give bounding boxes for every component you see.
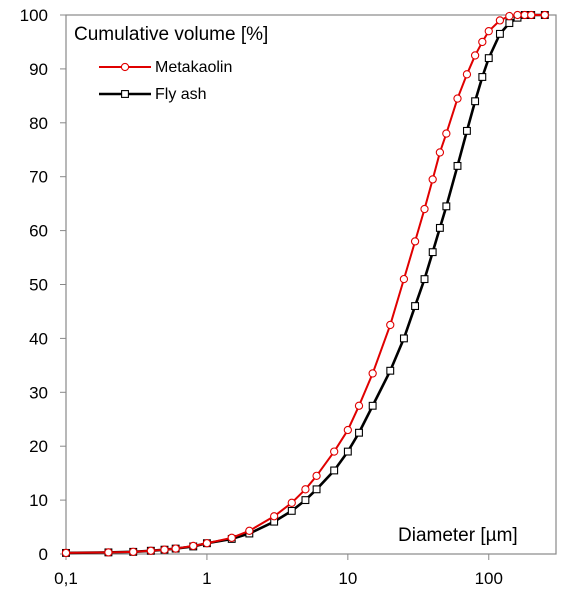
data-point-fly-ash xyxy=(435,223,444,232)
data-point-fly-ash xyxy=(484,54,493,63)
data-point-fly-ash xyxy=(420,275,429,284)
legend-label: Metakaolin xyxy=(155,59,232,76)
data-point-metakaolin xyxy=(435,148,445,157)
series-line-metakaolin xyxy=(65,14,545,554)
data-point-fly-ash xyxy=(399,334,408,343)
data-point-metakaolin xyxy=(189,541,198,551)
data-point-metakaolin xyxy=(146,546,155,555)
data-point-metakaolin xyxy=(245,526,254,535)
legend-label: Fly ash xyxy=(155,86,207,103)
plot-border xyxy=(65,14,557,555)
y-tick-label: 100 xyxy=(20,6,48,25)
data-point-fly-ash xyxy=(411,302,420,311)
data-point-metakaolin xyxy=(270,512,279,521)
y-tick-label: 40 xyxy=(29,329,48,348)
legend-item-metakaolin: Metakaolin xyxy=(99,59,232,76)
y-tick-label: 30 xyxy=(29,383,48,402)
data-point-metakaolin xyxy=(61,548,71,558)
y-axis: 0 10 20 30 40 50 60 70 80 90 100 xyxy=(20,6,66,564)
data-point-metakaolin xyxy=(160,545,169,554)
data-point-fly-ash xyxy=(312,485,321,494)
y-tick-label: 80 xyxy=(29,114,48,133)
data-point-metakaolin xyxy=(104,548,113,557)
data-point-metakaolin xyxy=(301,485,310,494)
data-point-metakaolin xyxy=(527,10,536,20)
data-point-metakaolin xyxy=(470,51,480,60)
y-tick-label: 50 xyxy=(29,276,48,295)
plot-area xyxy=(65,14,557,555)
data-point-metakaolin xyxy=(428,175,437,184)
data-point-fly-ash xyxy=(428,248,437,257)
series-metakaolin xyxy=(61,10,549,558)
data-point-metakaolin xyxy=(478,37,487,47)
data-point-fly-ash xyxy=(453,161,462,170)
legend-item-fly-ash: Fly ash xyxy=(99,86,207,103)
data-point-metakaolin xyxy=(484,27,493,36)
y-tick-label: 10 xyxy=(29,491,48,510)
data-point-fly-ash xyxy=(442,202,451,211)
series-layer xyxy=(61,10,549,558)
legend-swatch-marker xyxy=(121,90,129,98)
data-point-fly-ash xyxy=(301,496,310,505)
y-tick-label: 60 xyxy=(29,222,48,241)
legend: Metakaolin Fly ash xyxy=(99,59,232,103)
data-point-metakaolin xyxy=(343,425,352,435)
data-point-metakaolin xyxy=(202,539,212,548)
data-point-fly-ash xyxy=(368,401,377,410)
y-tick-label: 20 xyxy=(29,437,48,456)
data-point-metakaolin xyxy=(540,10,549,20)
data-point-metakaolin xyxy=(354,401,364,410)
data-point-metakaolin xyxy=(129,547,138,556)
y-axis-title: Cumulative volume [%] xyxy=(74,24,268,45)
data-point-metakaolin xyxy=(312,471,321,480)
data-point-metakaolin xyxy=(410,237,420,246)
data-point-fly-ash xyxy=(495,29,504,38)
data-point-fly-ash xyxy=(462,126,471,135)
data-point-metakaolin xyxy=(287,498,296,507)
data-point-fly-ash xyxy=(386,366,395,375)
data-point-metakaolin xyxy=(330,447,339,456)
series-line-fly-ash xyxy=(65,13,545,555)
data-point-fly-ash xyxy=(330,466,339,475)
y-tick-label: 0 xyxy=(39,545,48,564)
data-point-metakaolin xyxy=(227,533,236,542)
data-point-metakaolin xyxy=(420,204,429,214)
x-tick-label: 10 xyxy=(338,569,357,588)
data-point-metakaolin xyxy=(399,274,409,284)
data-point-metakaolin xyxy=(368,369,377,378)
data-point-metakaolin xyxy=(453,94,462,103)
data-point-fly-ash xyxy=(505,19,514,28)
data-point-fly-ash xyxy=(471,97,480,106)
x-tick-label: 100 xyxy=(475,569,503,588)
y-tick-label: 70 xyxy=(29,168,48,187)
x-axis-title: Diameter [µm] xyxy=(398,525,518,546)
data-point-metakaolin xyxy=(513,10,522,20)
legend-swatch-marker xyxy=(120,62,130,72)
y-tick-label: 90 xyxy=(29,60,48,79)
data-point-fly-ash xyxy=(478,73,487,81)
data-point-fly-ash xyxy=(287,506,296,515)
x-tick-label: 0,1 xyxy=(54,569,78,588)
data-point-metakaolin xyxy=(171,544,180,553)
x-axis: 0,1 1 10 100 xyxy=(54,554,503,588)
data-point-fly-ash xyxy=(343,447,352,456)
data-point-metakaolin xyxy=(442,129,451,138)
x-tick-label: 1 xyxy=(202,569,211,588)
data-point-fly-ash xyxy=(355,428,363,437)
data-point-metakaolin xyxy=(462,70,472,79)
data-point-metakaolin xyxy=(495,16,505,25)
data-point-metakaolin xyxy=(505,11,514,21)
data-point-metakaolin xyxy=(386,320,395,330)
